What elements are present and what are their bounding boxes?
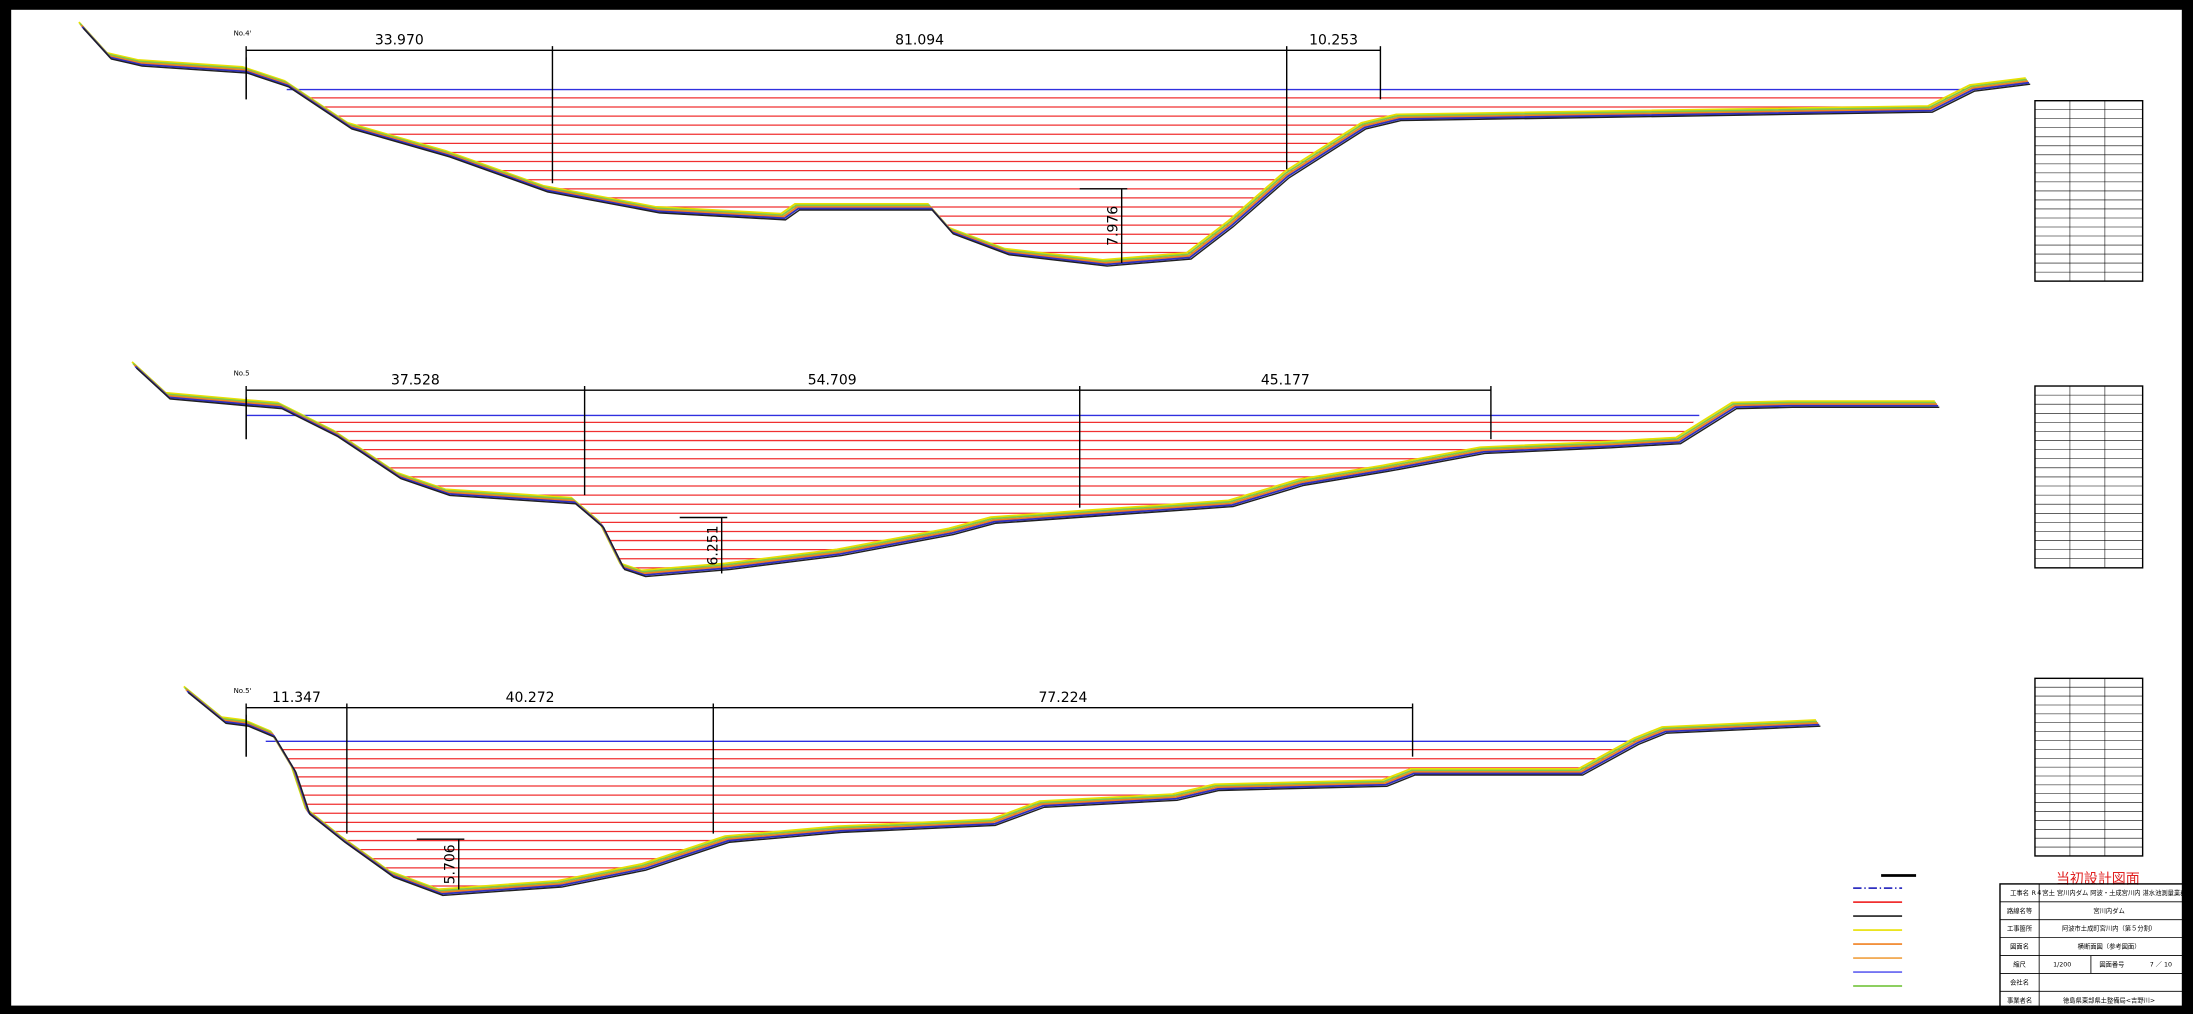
ground-profile	[78, 21, 2026, 261]
title-value: 宮川内ダム	[2093, 906, 2124, 915]
dimension-label: 54.709	[808, 372, 857, 388]
dimension-label: 33.970	[375, 33, 424, 49]
depth-label: 7.976	[1105, 206, 1121, 246]
title-label: 図面名	[2010, 942, 2029, 951]
title-label: 工事名	[2010, 888, 2029, 897]
dimension-label: 45.177	[1261, 372, 1310, 388]
title-value: R４宮土 宮川内ダム 阿波・土成宮川内 湛水池測量業務	[2032, 888, 2188, 897]
dimension-label: 10.253	[1309, 33, 1358, 49]
dimension-label: 81.094	[895, 33, 944, 49]
dimension-label: 11.347	[272, 690, 321, 706]
depth-label: 6.251	[705, 525, 721, 565]
sheet	[11, 9, 2182, 1006]
depth-label: 5.706	[442, 844, 458, 884]
ground-profile	[79, 23, 2027, 263]
title-label: 路線名等	[2007, 906, 2032, 915]
title-block	[1999, 883, 2190, 1010]
ground-profile	[187, 692, 1821, 897]
title-value: 阿波市土成町宮川内（第５分割）	[2062, 924, 2156, 933]
title-label: 工事箇所	[2007, 924, 2033, 933]
title-label: 会社名	[2010, 977, 2029, 986]
ground-profile	[80, 24, 2029, 264]
title-stamp: 当初設計図面	[2056, 871, 2140, 888]
section-label: No.5'	[234, 687, 252, 695]
title-value: 徳島県東部県土整備局<吉野川>	[2063, 995, 2155, 1004]
ground-profile	[136, 367, 1940, 578]
title-label: 縮尺	[2013, 959, 2026, 968]
title-label: 事業者名	[2007, 995, 2032, 1004]
ground-profile	[82, 27, 2031, 267]
dimension-label: 37.528	[391, 372, 440, 388]
dimension-label: 40.272	[506, 690, 555, 706]
title-value: 横断面図（参考図面）	[2078, 942, 2141, 951]
section-label: No.5	[234, 369, 250, 377]
dimension-label: 77.224	[1038, 690, 1087, 706]
title-value: 7 ／ 10	[2150, 961, 2172, 968]
title-label: 図面番号	[2099, 960, 2124, 968]
title-value: 1/200	[2053, 961, 2071, 968]
ground-profile	[81, 26, 2030, 266]
section-label: No.4'	[234, 30, 252, 38]
ground-profile	[134, 365, 1939, 576]
